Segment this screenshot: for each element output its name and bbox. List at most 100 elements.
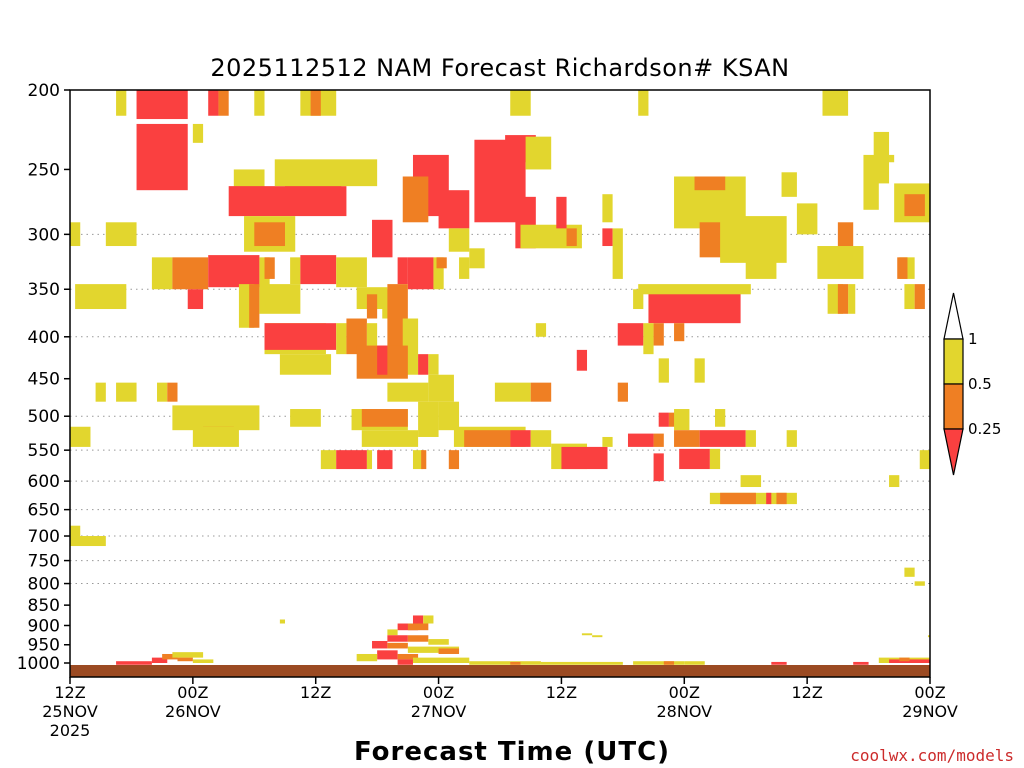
ri-cell bbox=[428, 374, 454, 402]
ri-cell bbox=[617, 323, 644, 346]
y-tick-label: 700 bbox=[28, 527, 60, 547]
ri-cell bbox=[402, 176, 429, 223]
x-tick-label: 12Z bbox=[300, 683, 331, 702]
ri-cell bbox=[648, 289, 741, 324]
ri-cell bbox=[70, 536, 106, 547]
ri-cell bbox=[436, 257, 447, 269]
ri-cell bbox=[407, 623, 429, 631]
ri-cell bbox=[674, 409, 690, 431]
ri-cell bbox=[116, 90, 127, 116]
ri-cell bbox=[105, 222, 137, 247]
ri-cell bbox=[602, 228, 613, 247]
ri-cell bbox=[612, 228, 623, 279]
ri-cell bbox=[510, 430, 531, 447]
ri-cell bbox=[658, 412, 669, 427]
ri-cell bbox=[438, 648, 460, 654]
ri-cell bbox=[720, 216, 787, 263]
ri-cell bbox=[249, 284, 260, 328]
ri-cell bbox=[428, 354, 439, 375]
ri-cell bbox=[715, 409, 726, 427]
ri-cell bbox=[889, 154, 895, 163]
y-tick-label: 350 bbox=[28, 280, 60, 300]
y-tick-label: 950 bbox=[28, 636, 60, 656]
ri-cell bbox=[633, 289, 644, 310]
y-tick-label: 900 bbox=[28, 616, 60, 636]
ri-cell bbox=[694, 358, 705, 383]
ri-cell bbox=[208, 90, 219, 116]
ri-cell bbox=[904, 567, 915, 577]
colorbar-yellow bbox=[943, 338, 964, 385]
ri-cell bbox=[397, 257, 408, 285]
ri-cell bbox=[530, 382, 552, 402]
y-tick-label: 650 bbox=[28, 501, 60, 521]
ri-cell bbox=[592, 635, 603, 638]
ri-cell bbox=[633, 661, 685, 665]
y-tick-label: 500 bbox=[28, 407, 60, 427]
richardson-cells bbox=[70, 90, 930, 665]
ri-cell bbox=[366, 323, 378, 363]
ri-cell bbox=[187, 289, 204, 310]
y-tick-label: 550 bbox=[28, 441, 60, 461]
x-tick-label: 00Z bbox=[423, 683, 454, 702]
ri-cell bbox=[421, 450, 427, 470]
ri-cell bbox=[423, 615, 434, 624]
ri-cell bbox=[720, 492, 756, 505]
y-tick-label: 450 bbox=[28, 370, 60, 390]
ri-cell bbox=[638, 90, 649, 116]
ri-cell bbox=[510, 90, 531, 116]
ri-cell bbox=[927, 635, 930, 638]
ri-cell bbox=[694, 176, 726, 191]
ri-cell bbox=[116, 661, 152, 665]
ri-cell bbox=[428, 639, 449, 645]
ri-cell bbox=[674, 430, 700, 447]
ground-band bbox=[70, 665, 930, 677]
ri-cell bbox=[627, 433, 654, 447]
ri-cell bbox=[70, 525, 81, 537]
ri-cell bbox=[510, 661, 521, 665]
ri-cell bbox=[264, 257, 275, 279]
ri-cell bbox=[361, 409, 408, 427]
ri-cell bbox=[771, 661, 787, 665]
y-tick-label: 300 bbox=[28, 225, 60, 245]
ri-cell bbox=[438, 401, 460, 431]
ri-cell bbox=[658, 358, 669, 383]
ri-cell bbox=[653, 323, 664, 346]
y-axis: 200 250 300 350 400 450 500 550 600 650 700 750 8008… bbox=[17, 81, 70, 674]
colorbar-orange bbox=[943, 383, 964, 430]
ri-cell bbox=[889, 475, 900, 488]
ri-cell bbox=[377, 450, 393, 470]
ri-cell bbox=[192, 123, 204, 143]
ri-cell bbox=[459, 257, 470, 279]
ri-cell bbox=[566, 228, 577, 247]
ri-cell bbox=[469, 248, 485, 269]
ri-cell bbox=[412, 657, 470, 663]
ri-cell bbox=[653, 433, 664, 447]
ri-cell bbox=[377, 345, 388, 375]
x-tick-label: 28NOV bbox=[656, 702, 712, 721]
ri-cell bbox=[638, 284, 751, 295]
ri-cell bbox=[786, 430, 797, 447]
ri-cell bbox=[254, 222, 285, 247]
y-tick-label: 400 bbox=[28, 328, 60, 348]
ri-cell bbox=[914, 581, 925, 586]
y-tick-label: 600 bbox=[28, 472, 60, 492]
ri-cell bbox=[407, 646, 460, 653]
ri-cell bbox=[259, 284, 301, 314]
ri-cell bbox=[336, 450, 367, 470]
ri-cell bbox=[781, 172, 797, 197]
ri-cell bbox=[433, 257, 444, 290]
y-tick-label: 250 bbox=[28, 160, 60, 180]
ri-cell bbox=[873, 131, 890, 184]
ri-cell bbox=[438, 190, 470, 229]
ri-cell bbox=[602, 436, 613, 447]
ri-cell bbox=[70, 426, 91, 447]
ri-cell bbox=[157, 382, 168, 402]
ri-cell bbox=[218, 90, 229, 116]
ri-cell bbox=[172, 405, 260, 431]
ri-cell bbox=[346, 318, 367, 355]
y-tick-label: 850 bbox=[28, 596, 60, 616]
ri-cell bbox=[162, 653, 178, 660]
ri-cell bbox=[530, 430, 552, 447]
ri-cell bbox=[556, 196, 567, 229]
